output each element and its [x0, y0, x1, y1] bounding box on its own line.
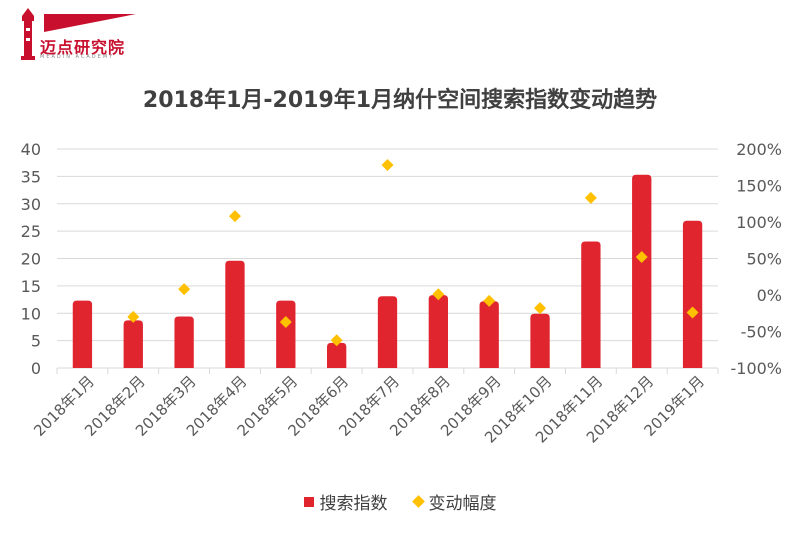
y-left-tick-label: 35 [21, 167, 41, 186]
y-left-tick-label: 40 [21, 140, 41, 159]
logo-banner-shape [44, 14, 136, 32]
bar-12 [632, 174, 652, 368]
legend-item-marker: 变动幅度 [411, 489, 497, 514]
y-right-tick-label: 50% [746, 250, 782, 269]
y-right-tick-label: -50% [741, 323, 782, 342]
y-right-tick-label: 100% [736, 213, 782, 232]
bar-4 [225, 260, 245, 368]
legend-label-marker: 变动幅度 [428, 494, 497, 514]
diamond-marker-10 [534, 302, 547, 315]
y-left-tick-label: 5 [31, 332, 41, 351]
y-left-tick-label: 25 [21, 222, 41, 241]
y-right-tick-label: -100% [730, 359, 782, 378]
y-left-tick-label: 15 [21, 277, 41, 296]
y-left-tick-label: 0 [31, 359, 41, 378]
legend-diamond-swatch [411, 495, 425, 508]
y-right-tick-label: 200% [736, 140, 782, 159]
diamond-marker-4 [228, 210, 241, 223]
bar-13 [682, 220, 703, 368]
diamond-marker-13 [686, 306, 699, 319]
logo-text: 迈点研究院 [40, 38, 126, 57]
y-left-tick-label: 30 [21, 195, 41, 214]
bar-6 [326, 342, 347, 368]
legend-bar-swatch [303, 496, 314, 507]
bar-3 [174, 316, 194, 368]
lighthouse-icon [21, 8, 35, 60]
legend-item-bar: 搜索指数 [303, 489, 388, 514]
bar-10 [530, 313, 550, 368]
logo-subtext: MEADIN ACADEMY [40, 54, 115, 60]
y-left-tick-label: 20 [21, 250, 41, 269]
y-right-tick-label: 0% [757, 286, 782, 305]
diamond-marker-6 [330, 334, 343, 347]
bar-8 [428, 295, 449, 368]
diamond-marker-3 [178, 283, 191, 296]
diamond-marker-5 [279, 316, 292, 329]
bar-9 [479, 301, 499, 368]
diamond-marker-8 [432, 288, 445, 301]
bar-5 [276, 300, 296, 368]
diamond-marker-11 [584, 191, 597, 204]
legend: 搜索指数 变动幅度 [0, 489, 800, 514]
diamond-marker-2 [127, 310, 140, 323]
bar-7 [377, 296, 398, 368]
bar-1 [72, 300, 93, 368]
logo [21, 8, 136, 60]
bar-11 [581, 241, 601, 368]
chart-title: 2018年1月-2019年1月纳什空间搜索指数变动趋势 [142, 88, 658, 113]
diamond-marker-7 [381, 159, 394, 172]
diamond-marker-12 [635, 251, 648, 264]
y-left-tick-label: 10 [21, 304, 41, 323]
y-right-tick-label: 150% [736, 177, 782, 196]
legend-label-bar: 搜索指数 [319, 494, 388, 514]
bar-2 [123, 320, 143, 368]
diamond-marker-9 [483, 294, 496, 307]
